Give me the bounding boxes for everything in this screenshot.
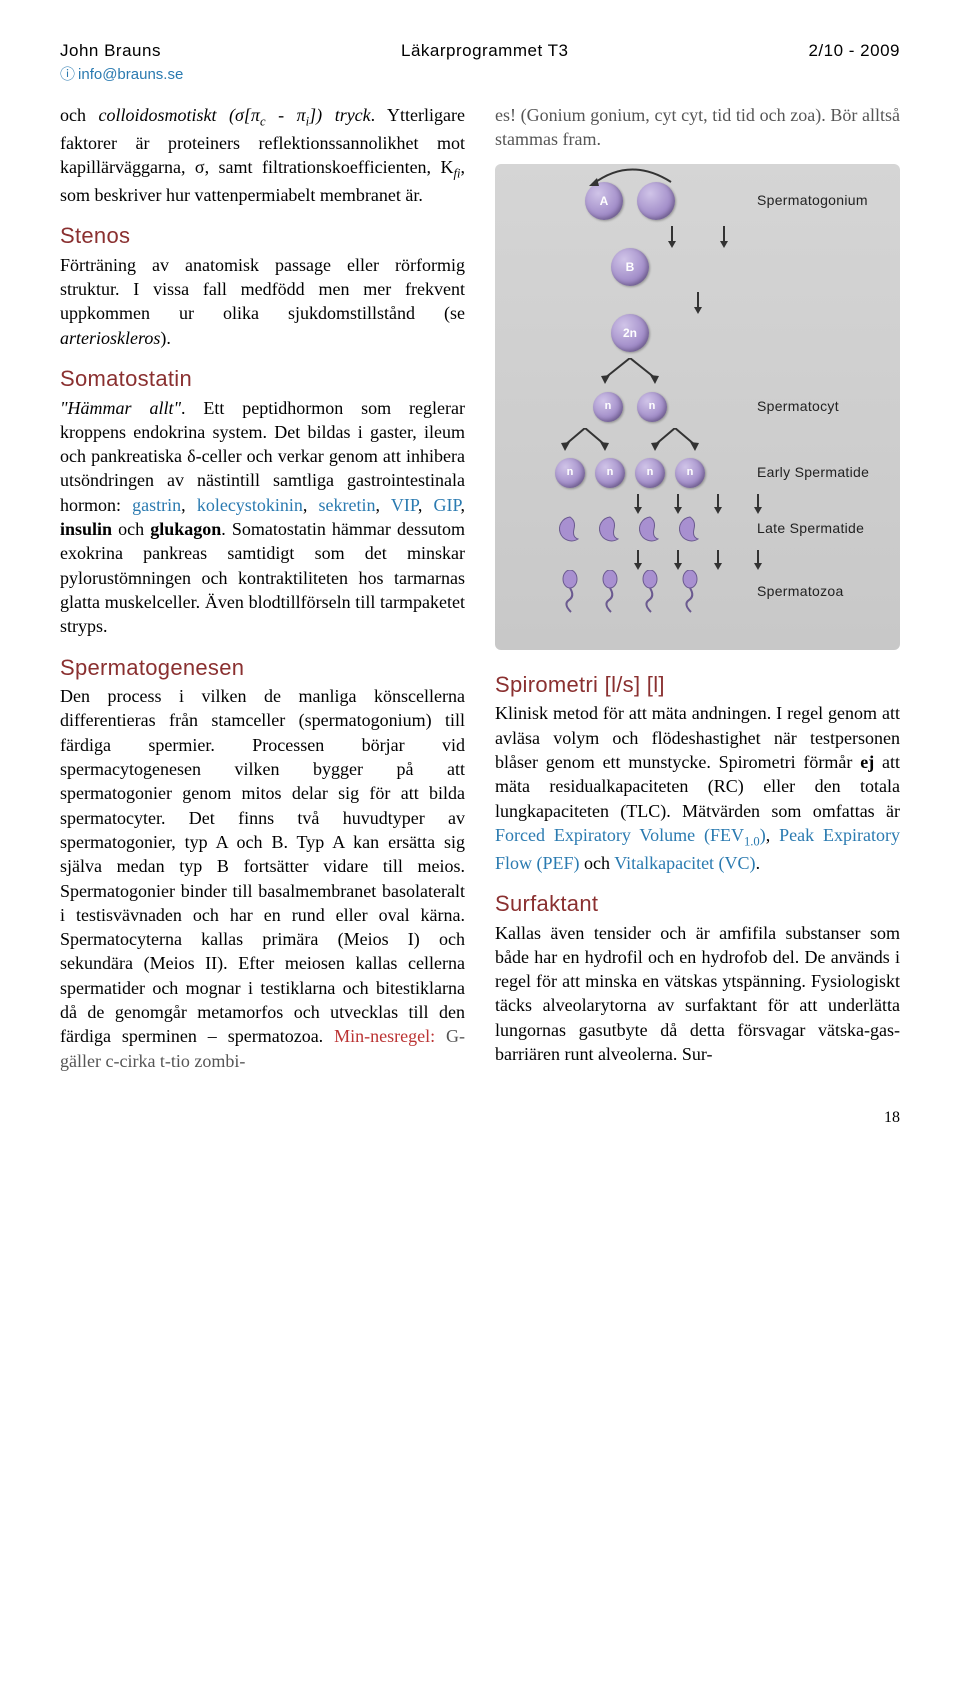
diagram-row-spermatogonium: A Spermatogonium [503, 182, 892, 220]
heading-stenos: Stenos [60, 221, 465, 251]
email-text: info@brauns.se [78, 66, 183, 83]
split-arrow-icon [547, 428, 623, 452]
label-early-spermatide: Early Spermatide [757, 463, 892, 482]
spermatozoa-icon [675, 570, 705, 614]
arrow-down-icon [666, 226, 678, 248]
page-header: John Brauns Läkarprogrammet T3 2/10 - 20… [60, 40, 900, 63]
para-spirometri: Klinisk metod för att mäta andningen. I … [495, 701, 900, 874]
para-surfaktant: Kallas även tensider och är amfifila sub… [495, 921, 900, 1067]
header-date: 2/10 - 2009 [808, 40, 900, 63]
arrow-down-icon [672, 494, 684, 514]
arrow-row [503, 494, 892, 514]
arrow-row [503, 550, 892, 570]
arrow-down-icon [712, 550, 724, 570]
late-spermatide-icon [555, 514, 585, 544]
cell-n: n [675, 458, 705, 488]
heading-somatostatin: Somatostatin [60, 364, 465, 394]
heading-spirometri: Spirometri [l/s] [l] [495, 670, 900, 700]
split-arrow-icon [637, 428, 713, 452]
late-spermatide-icon [635, 514, 665, 544]
arrow-row [503, 226, 892, 248]
arrow-down-icon [632, 494, 644, 514]
diagram-row-spermatocyt: n n Spermatocyt [503, 392, 892, 422]
arrow-row [503, 292, 892, 314]
content-columns: och colloidosmotiskt (σ[πc - πi]) tryck.… [60, 103, 900, 1077]
heading-surfaktant: Surfaktant [495, 889, 900, 919]
carryover-note: es! (Gonium gonium, cyt cyt, tid tid och… [495, 103, 900, 152]
spermatogenesis-diagram: A Spermatogonium B [495, 164, 900, 650]
arrow-split-2 [503, 428, 892, 452]
header-email: ⓘinfo@brauns.se [60, 65, 900, 85]
cell-n: n [595, 458, 625, 488]
page-number: 18 [60, 1107, 900, 1129]
info-icon: ⓘ [60, 66, 75, 83]
cell-n: n [637, 392, 667, 422]
arrow-down-icon [672, 550, 684, 570]
arrow-down-icon [752, 550, 764, 570]
column-left: och colloidosmotiskt (σ[πc - πi]) tryck.… [60, 103, 465, 1077]
late-spermatide-icon [675, 514, 705, 544]
arrow-split [503, 358, 892, 386]
arrow-down-icon [752, 494, 764, 514]
diagram-row-early-spermatide: n n n n Early Spermatide [503, 458, 892, 488]
label-late-spermatide: Late Spermatide [757, 519, 892, 538]
cell-b: B [611, 248, 649, 286]
spermatozoa-icon [555, 570, 585, 614]
arrow-down-icon [712, 494, 724, 514]
diagram-row-b: B [503, 248, 892, 286]
diagram-row-2n: 2n [503, 314, 892, 352]
heading-spermatogenesen: Spermatogenesen [60, 653, 465, 683]
diagram-row-late-spermatide: Late Spermatide [503, 514, 892, 544]
label-spermatogonium: Spermatogonium [757, 191, 892, 210]
label-spermatozoa: Spermatozoa [757, 582, 892, 601]
late-spermatide-icon [595, 514, 625, 544]
cell-n: n [555, 458, 585, 488]
intro-paragraph: och colloidosmotiskt (σ[πc - πi]) tryck.… [60, 103, 465, 207]
diagram-row-spermatozoa: Spermatozoa [503, 570, 892, 614]
header-course: Läkarprogrammet T3 [401, 40, 568, 63]
self-loop-arrow-icon [575, 164, 685, 188]
para-stenos: Förträning av anatomisk passage eller rö… [60, 253, 465, 350]
arrow-down-icon [718, 226, 730, 248]
para-spermatogenesen: Den process i vilken de manliga könscell… [60, 684, 465, 1073]
para-somatostatin: "Hämmar allt". Ett peptidhormon som regl… [60, 396, 465, 639]
cell-2n: 2n [611, 314, 649, 352]
cell-n: n [635, 458, 665, 488]
split-arrow-icon [580, 358, 680, 386]
spermatozoa-icon [595, 570, 625, 614]
spermatozoa-icon [635, 570, 665, 614]
label-spermatocyt: Spermatocyt [757, 397, 892, 416]
arrow-down-icon [692, 292, 704, 314]
header-author: John Brauns [60, 40, 161, 63]
arrow-down-icon [632, 550, 644, 570]
column-right: es! (Gonium gonium, cyt cyt, tid tid och… [495, 103, 900, 1077]
cell-n: n [593, 392, 623, 422]
